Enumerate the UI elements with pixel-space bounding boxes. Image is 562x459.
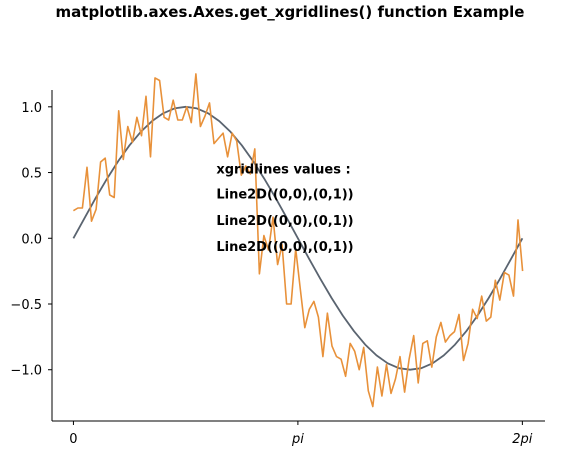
y-tick-label: 0.0 <box>21 232 42 247</box>
series-layer <box>72 73 524 408</box>
annotation-line: Line2D((0,0),(0,1)) <box>216 188 353 203</box>
y-tick-label: 0.5 <box>21 167 42 182</box>
x-tick-label: 0 <box>69 432 77 447</box>
y-tick-label: 1.0 <box>21 101 42 116</box>
chart-title: matplotlib.axes.Axes.get_xgridlines() fu… <box>56 3 525 21</box>
annotation-line: Line2D((0,0),(0,1)) <box>216 214 353 229</box>
x-tick-label: pi <box>291 432 304 447</box>
y-tick-label: −0.5 <box>10 298 42 313</box>
series-line-noisy <box>72 73 524 408</box>
annotation-line: xgridlines values : <box>216 163 350 178</box>
x-tick-label: 2pi <box>512 432 533 447</box>
annotation-line: Line2D((0,0),(0,1)) <box>216 240 353 255</box>
annotation-layer: xgridlines values : Line2D((0,0),(0,1)) Li… <box>216 163 353 256</box>
y-tick-label: −1.0 <box>10 364 42 379</box>
plot-area: 0 pi 2pi 1.0 0.5 0.0 −0.5 −1.0 <box>10 90 545 447</box>
